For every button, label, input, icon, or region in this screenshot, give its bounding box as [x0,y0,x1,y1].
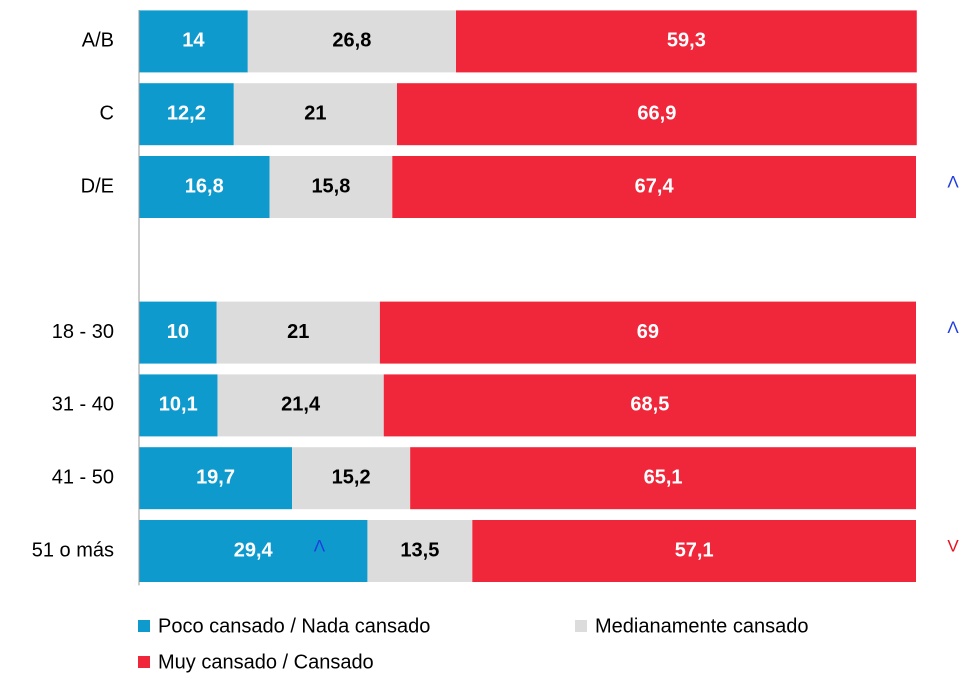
bar-segment [139,374,218,437]
value-label: 12,2 [167,102,206,124]
annotation: V [947,536,959,555]
bar-segment [269,156,393,218]
annotation: Λ [947,172,959,191]
value-label: 66,9 [637,102,676,124]
value-label: 13,5 [400,539,439,561]
bar-segment [139,156,270,218]
bar-segment [367,520,473,582]
bar-segment [379,301,916,364]
bar-segment [139,83,234,146]
y-tick-label: 51 o más [32,539,114,561]
bar-segment [392,156,916,218]
bar-segment [233,83,397,146]
bar-segment [472,520,916,582]
bar-segment [216,301,380,364]
bar-segment [396,83,917,146]
bar-segment [410,447,916,510]
value-label: 26,8 [332,30,371,52]
value-label: 21 [287,321,309,343]
y-tick-label: 31 - 40 [52,394,114,416]
bar-segment [247,10,457,73]
bar-segment [292,447,411,510]
y-tick-label: D/E [81,175,114,197]
y-tick-label: 41 - 50 [52,466,114,488]
legend-label: Muy cansado / Cansado [158,651,374,673]
legend-swatch [138,620,150,632]
annotation: Λ [314,536,326,555]
bar-segment [139,447,293,510]
value-label: 15,2 [332,466,371,488]
y-tick-label: 18 - 30 [52,321,114,343]
value-label: 67,4 [635,175,675,197]
bar-segment [139,10,248,73]
legend-label: Medianamente cansado [595,615,808,637]
value-label: 57,1 [675,539,714,561]
y-tick-label: C [100,102,114,124]
value-label: 10,1 [159,394,198,416]
bar-segment [139,520,368,582]
value-label: 68,5 [630,394,669,416]
value-label: 59,3 [667,30,706,52]
value-label: 21,4 [281,394,321,416]
value-label: 69 [637,321,659,343]
value-label: 16,8 [185,175,224,197]
y-tick-label: A/B [82,30,114,52]
bar-segment [383,374,916,437]
value-label: 15,8 [311,175,350,197]
legend-swatch [575,620,587,632]
bar-segment [139,301,217,364]
value-label: 29,4 [234,539,274,561]
value-label: 10 [167,321,189,343]
bar-segment [456,10,917,73]
annotation: Λ [947,318,959,337]
value-label: 65,1 [644,466,683,488]
legend-label: Poco cansado / Nada cansado [158,615,430,637]
value-label: 21 [304,102,326,124]
legend-swatch [138,656,150,668]
value-label: 14 [182,30,205,52]
bar-segment [217,374,384,437]
value-label: 19,7 [196,466,235,488]
